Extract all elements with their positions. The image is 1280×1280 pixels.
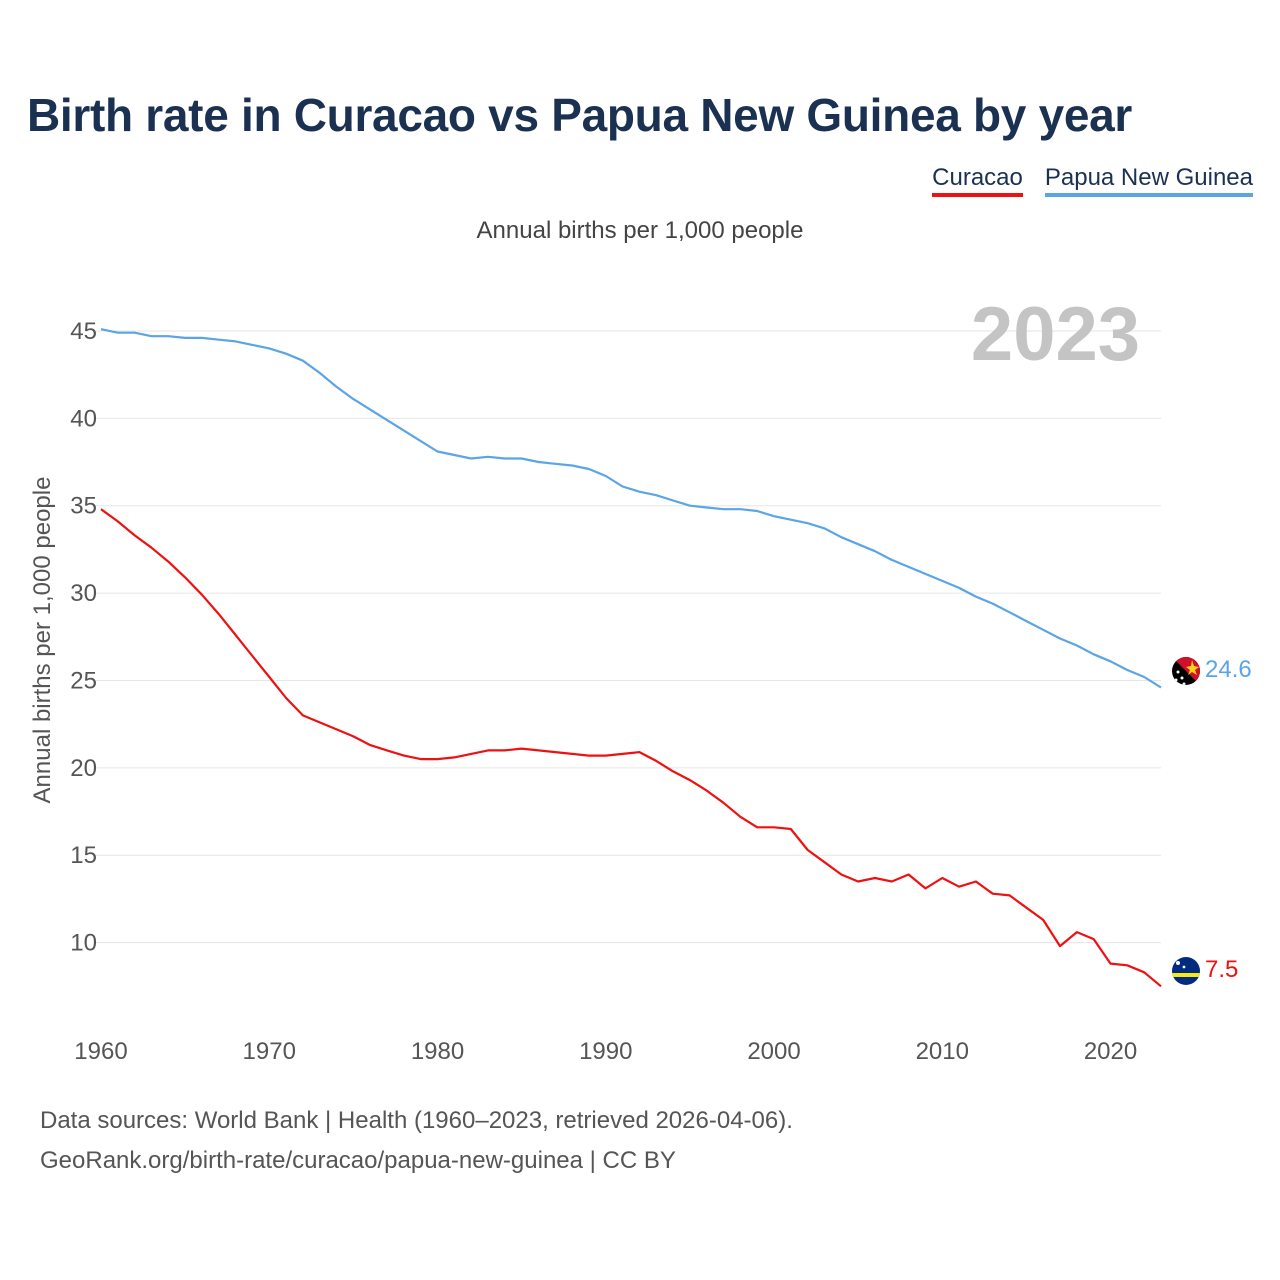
y-tick-label: 20 bbox=[70, 755, 97, 782]
end-label-curacao: 7.5 bbox=[1205, 956, 1238, 983]
y-tick-label: 45 bbox=[70, 318, 97, 345]
y-tick-label: 25 bbox=[70, 667, 97, 694]
y-tick-label: 10 bbox=[70, 930, 97, 957]
x-axis-ticks: 1960 1970 1980 1990 2000 2010 2020 bbox=[74, 1038, 1137, 1065]
y-tick-label: 35 bbox=[70, 493, 97, 520]
x-tick-label: 2010 bbox=[916, 1038, 969, 1065]
x-tick-label: 1980 bbox=[411, 1038, 464, 1065]
x-tick-label: 2000 bbox=[747, 1038, 800, 1065]
legend-item-curacao[interactable]: Curacao bbox=[932, 164, 1023, 197]
y-axis-ticks: 10 15 20 25 30 35 40 45 bbox=[70, 318, 97, 957]
y-axis-label: Annual births per 1,000 people bbox=[29, 477, 56, 804]
x-tick-label: 1960 bbox=[74, 1038, 127, 1065]
legend-item-papua-new-guinea[interactable]: Papua New Guinea bbox=[1044, 164, 1253, 197]
y-tick-label: 15 bbox=[70, 842, 97, 869]
grid-lines bbox=[96, 330, 1161, 944]
footer-sources: Data sources: World Bank | Health (1960–… bbox=[40, 1107, 793, 1134]
series-line-papua-new-guinea bbox=[100, 328, 1162, 689]
footer-url[interactable]: GeoRank.org/birth-rate/curacao/papua-new… bbox=[40, 1147, 676, 1174]
x-tick-label: 1970 bbox=[243, 1038, 296, 1065]
x-tick-label: 1990 bbox=[579, 1038, 632, 1065]
series-line-curacao bbox=[100, 508, 1162, 988]
legend: Curacao Papua New Guinea bbox=[932, 164, 1253, 197]
y-tick-label: 30 bbox=[70, 580, 97, 607]
x-tick-label: 2020 bbox=[1084, 1038, 1137, 1065]
end-label-papua-new-guinea: 24.6 bbox=[1205, 656, 1252, 683]
chart-subtitle: Annual births per 1,000 people bbox=[476, 217, 804, 244]
year-watermark: 2023 bbox=[971, 292, 1140, 377]
chart-title: Birth rate in Curacao vs Papua New Guine… bbox=[27, 89, 1133, 141]
series-lines bbox=[100, 328, 1162, 988]
curacao-flag-icon bbox=[1172, 957, 1200, 985]
y-tick-label: 40 bbox=[70, 405, 97, 432]
papua-new-guinea-flag-icon bbox=[1172, 657, 1200, 685]
